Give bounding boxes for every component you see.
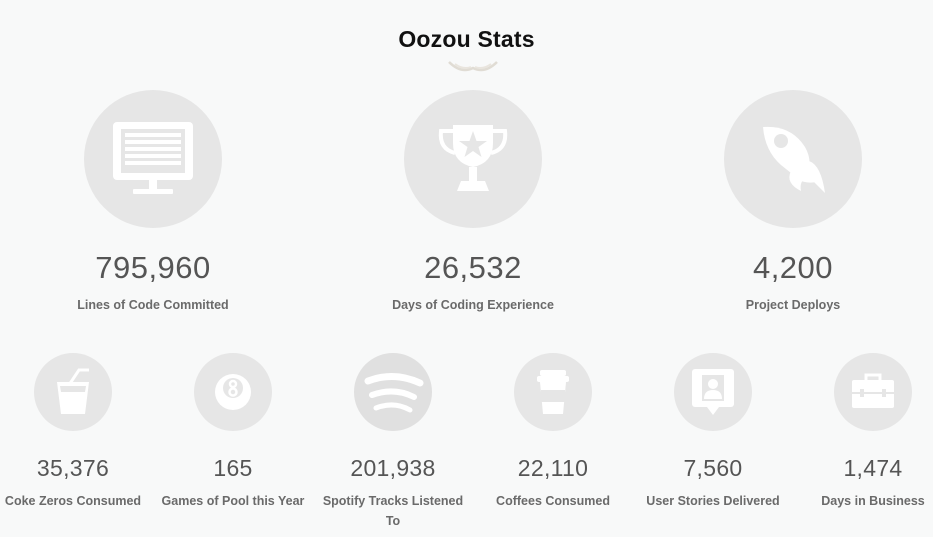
stat-label: User Stories Delivered: [646, 494, 780, 508]
briefcase-icon: [852, 373, 894, 408]
stat-label: Spotify Tracks Listened To: [322, 494, 464, 528]
soda-cup-icon: [57, 368, 89, 414]
stat-icon-circle: [674, 353, 752, 431]
stat-value: 22,110: [517, 455, 589, 481]
stat-icon-circle: [84, 90, 222, 228]
eight-ball-icon: [215, 374, 251, 410]
stat-label: Days in Business: [821, 494, 925, 508]
rocket-icon: [763, 126, 825, 193]
stat-label: Coke Zeros Consumed: [4, 494, 142, 508]
stat-value: 35,376: [36, 455, 110, 481]
stat-label: Lines of Code Committed: [77, 298, 229, 312]
spotify-icon: [364, 373, 424, 413]
monitor-icon: [113, 122, 193, 194]
stat-label: Days of Coding Experience: [392, 298, 554, 312]
stat-value: 795,960: [95, 250, 211, 285]
stat-label: Coffees Consumed: [496, 494, 610, 508]
stat-days-in-business: 1,474 Days in Business: [808, 353, 933, 511]
stat-coke-zeros: 35,376 Coke Zeros Consumed: [3, 353, 143, 511]
stat-icon-circle: [194, 353, 272, 431]
user-story-icon: [692, 369, 734, 415]
stat-icon-circle: [354, 353, 432, 431]
stat-project-deploys: 4,200 Project Deploys: [693, 90, 893, 315]
trophy-icon: [438, 125, 508, 191]
stat-label: Project Deploys: [745, 298, 841, 312]
stat-icon-circle: [724, 90, 862, 228]
stat-value: 26,532: [424, 250, 522, 285]
stat-label: Games of Pool this Year: [161, 494, 305, 508]
page-title: Oozou Stats: [398, 26, 535, 52]
stat-games-of-pool: 165 Games of Pool this Year: [158, 353, 308, 511]
stat-value: 1,474: [843, 455, 903, 481]
laurel-ornament-icon: [448, 61, 498, 72]
stat-coding-experience: 26,532 Days of Coding Experience: [373, 90, 573, 315]
coffee-cup-icon: [537, 370, 569, 414]
stat-user-stories: 7,560 User Stories Delivered: [638, 353, 788, 511]
stat-lines-of-code: 795,960 Lines of Code Committed: [53, 90, 253, 315]
stat-spotify-tracks: 201,938 Spotify Tracks Listened To: [318, 353, 468, 531]
stat-icon-circle: [514, 353, 592, 431]
stat-icon-circle: [34, 353, 112, 431]
stat-value: 4,200: [752, 250, 834, 285]
stat-icon-circle: [834, 353, 912, 431]
stat-value: 201,938: [350, 455, 436, 481]
stat-coffees: 22,110 Coffees Consumed: [483, 353, 623, 511]
stat-value: 165: [213, 455, 253, 481]
stat-icon-circle: [404, 90, 542, 228]
stat-value: 7,560: [683, 455, 743, 481]
